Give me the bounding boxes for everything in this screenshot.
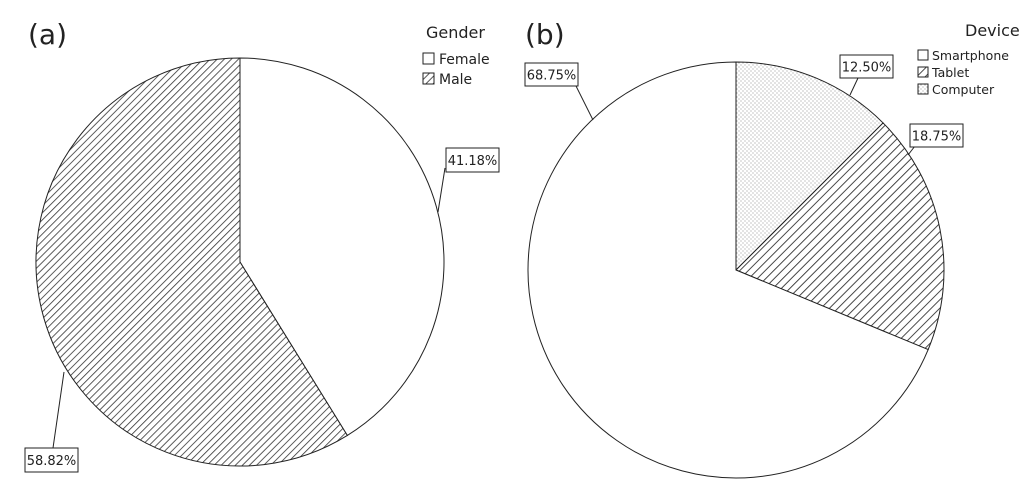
chart-gender: (a) 41.18% 58.82% Gender Female Male (24, 18, 500, 473)
pie-slice-tablet (735, 122, 945, 351)
legend-label-female: Female (439, 52, 490, 68)
data-label-tablet: 18.75% (907, 123, 964, 156)
leader-line-male (52, 371, 65, 449)
data-label-box-computer (839, 54, 894, 79)
legend-device: Device Smartphone Tablet Computer (917, 21, 1020, 97)
pie-device-data-labels: 68.75% 18.75% 12.50% (524, 54, 964, 156)
data-label-text-tablet: 18.75% (912, 130, 962, 145)
legend-label-tablet: Tablet (931, 65, 969, 80)
data-label-text-female: 41.18% (448, 154, 498, 169)
data-label-male: 58.82% (24, 371, 79, 473)
legend-title-gender: Gender (426, 23, 485, 42)
leader-line-smartphone (575, 85, 594, 121)
data-label-female: 41.18% (437, 147, 500, 213)
data-label-box-male (24, 447, 79, 473)
data-label-smartphone: 68.75% (524, 62, 594, 121)
data-label-box-smartphone (524, 62, 579, 87)
pie-slice-female (239, 57, 445, 437)
data-label-text-computer: 12.50% (842, 61, 892, 76)
legend-swatch-smartphone (917, 49, 929, 61)
legend-gender: Gender Female Male (422, 23, 490, 88)
legend-swatch-computer (917, 83, 929, 95)
pie-gender-data-labels: 41.18% 58.82% (24, 147, 500, 473)
data-label-box-tablet (909, 123, 964, 148)
legend-swatch-male (422, 72, 435, 85)
legend-label-male: Male (439, 72, 472, 88)
legend-title-device: Device (965, 21, 1020, 40)
legend-label-smartphone: Smartphone (932, 48, 1009, 63)
data-label-text-male: 58.82% (27, 454, 77, 469)
data-label-text-smartphone: 68.75% (527, 69, 577, 84)
pie-device-slices (527, 61, 945, 479)
legend-label-computer: Computer (932, 82, 995, 97)
chart-device: (b) 68.75% 18.75% 12.50% Device Smartphone… (524, 18, 1020, 479)
legend-swatch-tablet (917, 66, 929, 78)
legend-swatch-female (422, 52, 435, 65)
panel-label-b: (b) (525, 18, 565, 51)
data-label-box-female (445, 147, 500, 173)
data-label-computer: 12.50% (839, 54, 894, 96)
pie-slice-computer (735, 61, 884, 272)
leader-line-female (437, 167, 446, 213)
pie-slice-male (35, 57, 349, 467)
panel-label-a: (a) (28, 18, 67, 51)
pie-gender-slices (35, 57, 445, 467)
leader-line-computer (849, 77, 859, 96)
pie-slice-smartphone (527, 61, 929, 479)
